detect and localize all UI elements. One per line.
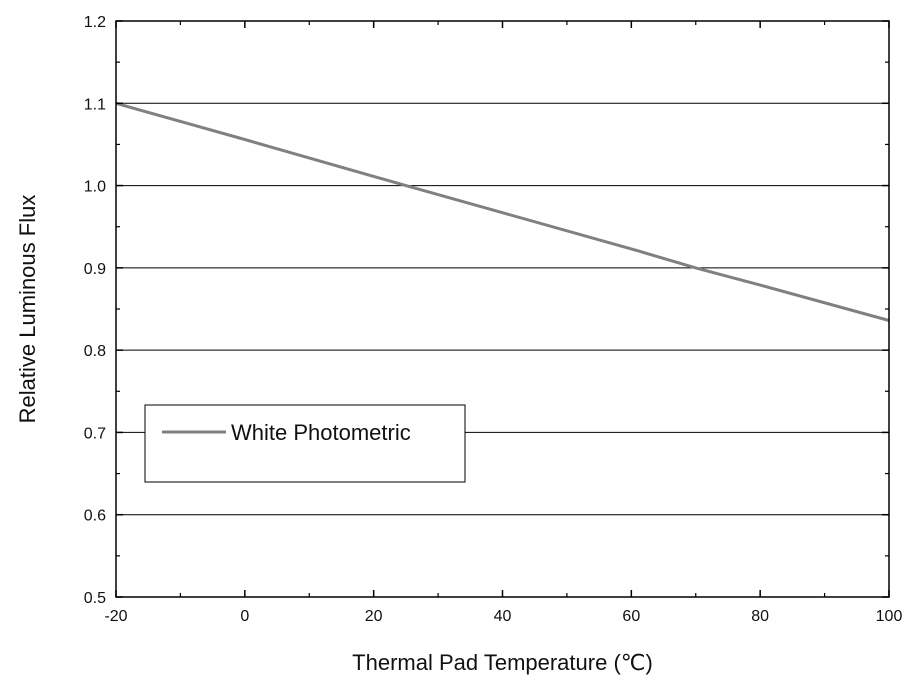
- x-axis-title: Thermal Pad Temperature (℃): [352, 650, 653, 675]
- y-tick-label: 0.5: [84, 590, 106, 607]
- x-tick-label: 60: [622, 608, 640, 625]
- legend: White Photometric: [144, 404, 466, 483]
- x-tick-label: 40: [494, 608, 512, 625]
- y-tick-label: 0.9: [84, 261, 106, 278]
- x-tick-label: 100: [876, 608, 903, 625]
- y-tick-label: 1.0: [84, 179, 106, 196]
- y-tick-label: 0.8: [84, 343, 106, 360]
- legend-box: [144, 404, 466, 483]
- x-tick-label: 80: [751, 608, 769, 625]
- series-lines: [115, 101, 890, 322]
- x-tick-label: 20: [365, 608, 383, 625]
- y-tick-label: 1.1: [84, 96, 106, 113]
- y-axis-title: Relative Luminous Flux: [15, 195, 40, 424]
- axis-ticks: [115, 20, 890, 598]
- y-tick-label: 0.7: [84, 425, 106, 442]
- y-tick-label: 1.2: [84, 14, 106, 31]
- y-tick-label: 0.6: [84, 508, 106, 525]
- tick-labels: 0.5 0.6 0.7 0.8 0.9 1.0 1.1 1.2 -20 0 20 40 60 80 100: [84, 14, 903, 625]
- legend-label-white-photometric: White Photometric: [231, 420, 411, 445]
- plot-area-frame: [115, 20, 890, 598]
- x-tick-label: 0: [240, 608, 249, 625]
- x-tick-label: -20: [104, 608, 127, 625]
- series-line-white-photometric: [115, 101, 890, 322]
